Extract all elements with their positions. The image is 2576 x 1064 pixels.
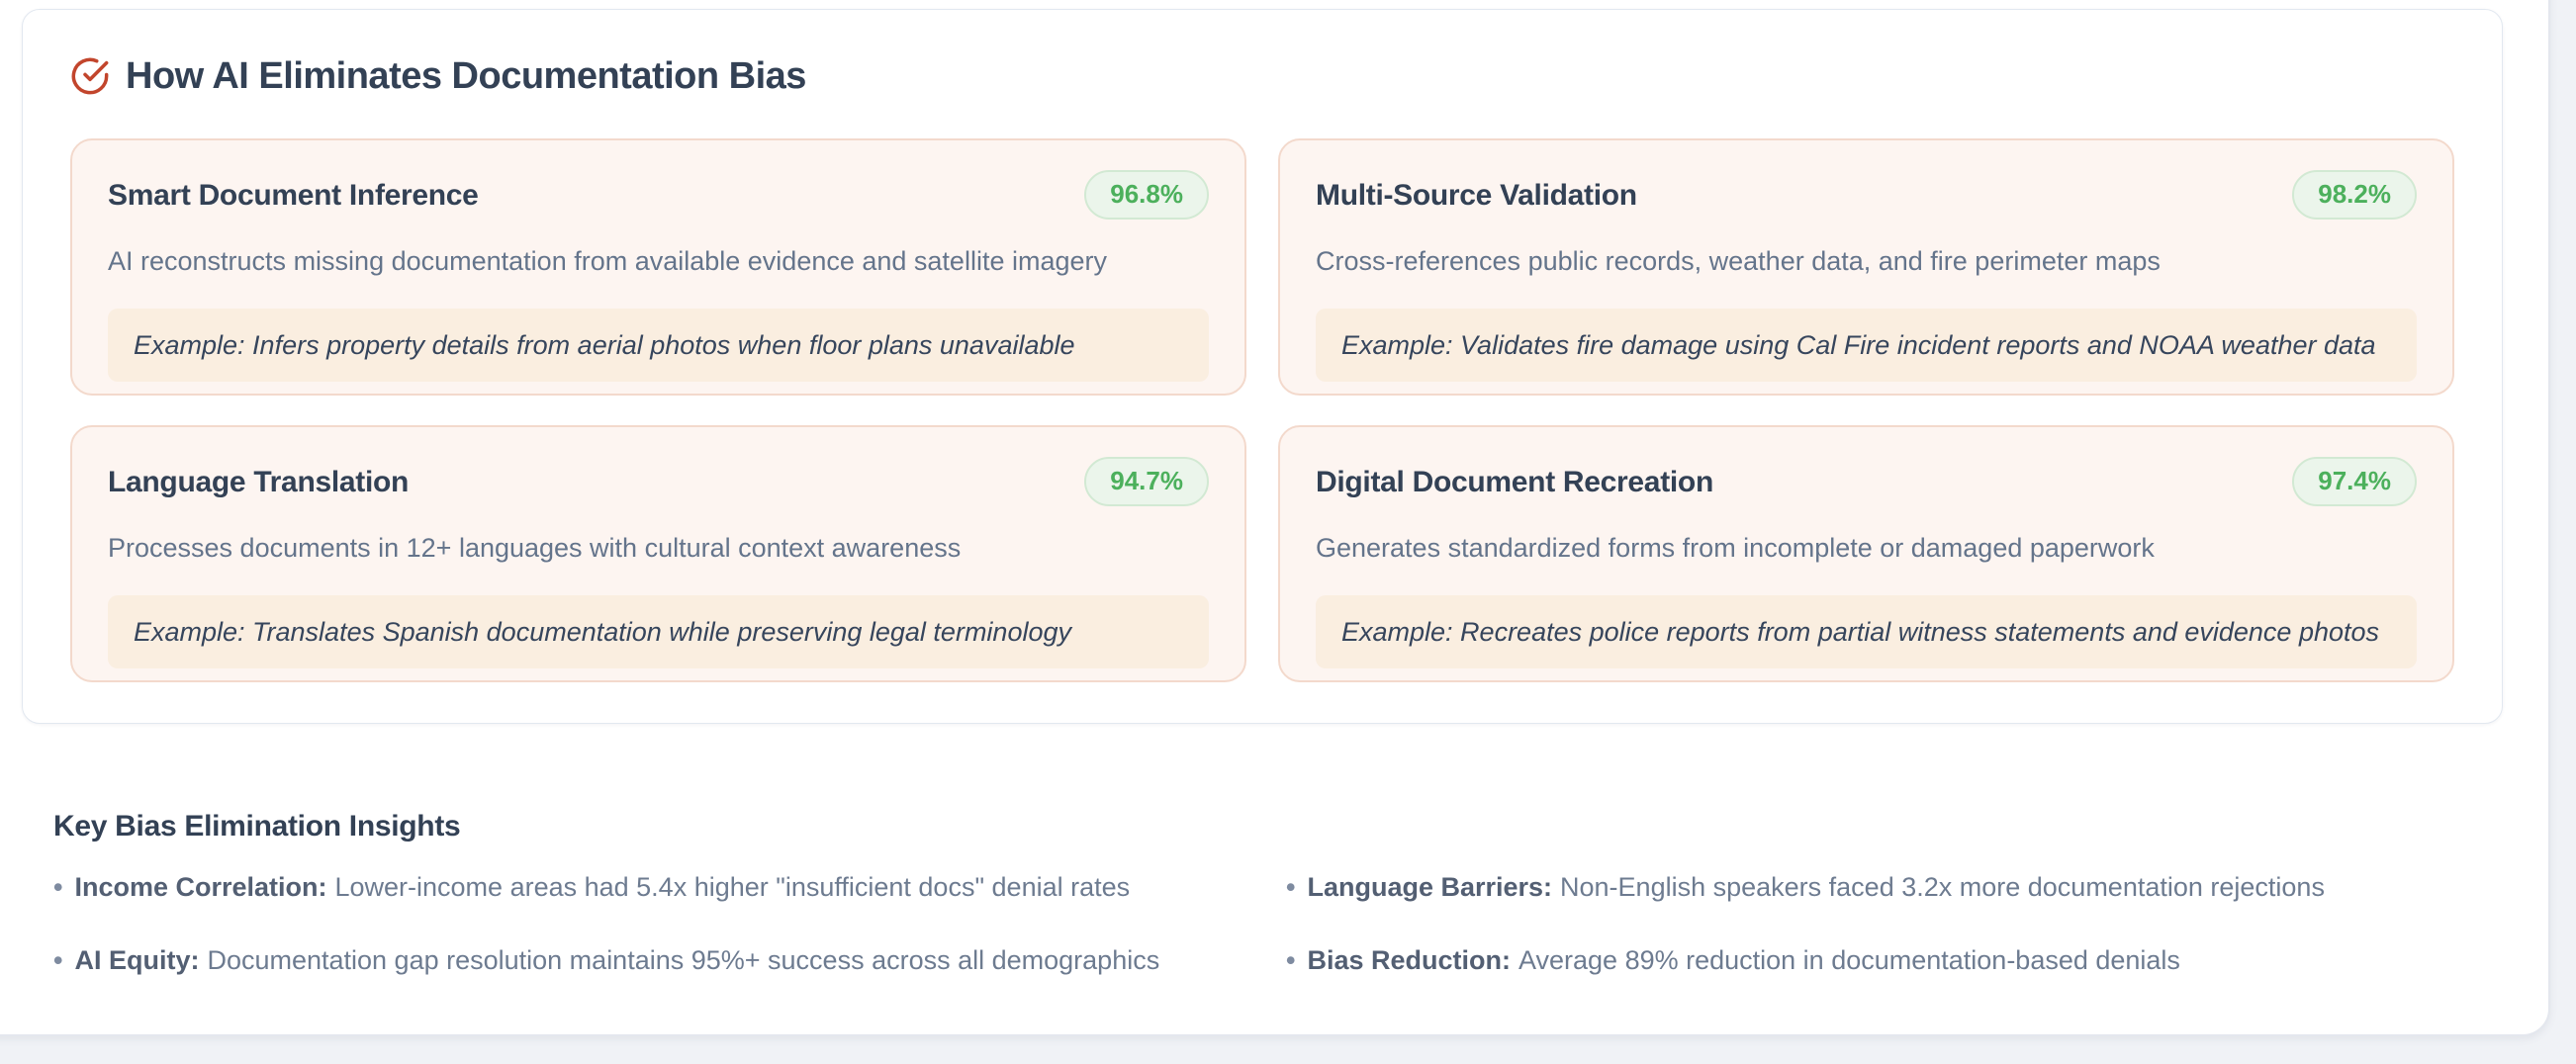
insight-text: Non-English speakers faced 3.2x more doc…: [1560, 872, 2325, 902]
insight-label: Income Correlation:: [74, 872, 327, 902]
bullet-dot: •: [53, 945, 63, 975]
card-header: Smart Document Inference 96.8%: [108, 170, 1209, 220]
accuracy-badge: 97.4%: [2292, 457, 2417, 506]
card-example: Example: Validates fire damage using Cal…: [1316, 309, 2417, 382]
card-title: Digital Document Recreation: [1316, 466, 1713, 498]
insight-income-correlation: • Income Correlation: Lower-income areas h…: [53, 870, 1286, 904]
insight-ai-equity: • AI Equity: Documentation gap resolution …: [53, 943, 1286, 977]
section-header: How AI Eliminates Documentation Bias: [70, 53, 2454, 99]
content-panel: How AI Eliminates Documentation Bias Sma…: [0, 0, 2550, 1036]
card-title: Language Translation: [108, 466, 410, 498]
insights-title: Key Bias Elimination Insights: [53, 810, 461, 842]
accuracy-badge: 96.8%: [1084, 170, 1209, 220]
bullet-dot: •: [53, 872, 63, 902]
ai-documentation-section: How AI Eliminates Documentation Bias Sma…: [22, 9, 2503, 724]
card-example: Example: Translates Spanish documentatio…: [108, 595, 1209, 668]
card-language-translation: Language Translation 94.7% Processes doc…: [70, 425, 1246, 682]
card-header: Multi-Source Validation 98.2%: [1316, 170, 2417, 220]
accuracy-badge: 94.7%: [1084, 457, 1209, 506]
accuracy-badge: 98.2%: [2292, 170, 2417, 220]
card-description: Generates standardized forms from incomp…: [1316, 533, 2155, 563]
card-description: AI reconstructs missing documentation fr…: [108, 246, 1107, 276]
insight-language-barriers: • Language Barriers: Non-English speakers …: [1286, 870, 2487, 904]
insights-grid: • Income Correlation: Lower-income areas h…: [53, 870, 2487, 977]
insight-label: Bias Reduction:: [1307, 945, 1511, 975]
card-header: Language Translation 94.7%: [108, 457, 1209, 506]
insight-bias-reduction: • Bias Reduction: Average 89% reduction in…: [1286, 943, 2487, 977]
section-title: How AI Eliminates Documentation Bias: [126, 55, 806, 97]
card-description: Cross-references public records, weather…: [1316, 246, 2161, 276]
card-example: Example: Infers property details from ae…: [108, 309, 1209, 382]
card-title: Smart Document Inference: [108, 179, 479, 212]
card-smart-document-inference: Smart Document Inference 96.8% AI recons…: [70, 138, 1246, 396]
insight-text: Average 89% reduction in documentation-b…: [1518, 945, 2180, 975]
key-insights-section: Key Bias Elimination Insights • Income Co…: [53, 809, 2487, 977]
insight-label: AI Equity:: [74, 945, 200, 975]
bullet-dot: •: [1286, 872, 1296, 902]
card-example: Example: Recreates police reports from p…: [1316, 595, 2417, 668]
bullet-dot: •: [1286, 945, 1296, 975]
insight-text: Lower-income areas had 5.4x higher "insu…: [334, 872, 1131, 902]
insight-text: Documentation gap resolution maintains 9…: [207, 945, 1160, 975]
capability-cards-grid: Smart Document Inference 96.8% AI recons…: [70, 138, 2454, 682]
card-multi-source-validation: Multi-Source Validation 98.2% Cross-refe…: [1278, 138, 2454, 396]
card-description: Processes documents in 12+ languages wit…: [108, 533, 962, 563]
card-header: Digital Document Recreation 97.4%: [1316, 457, 2417, 506]
card-digital-document-recreation: Digital Document Recreation 97.4% Genera…: [1278, 425, 2454, 682]
insight-label: Language Barriers:: [1307, 872, 1553, 902]
check-circle-icon: [71, 57, 109, 95]
card-title: Multi-Source Validation: [1316, 179, 1637, 212]
